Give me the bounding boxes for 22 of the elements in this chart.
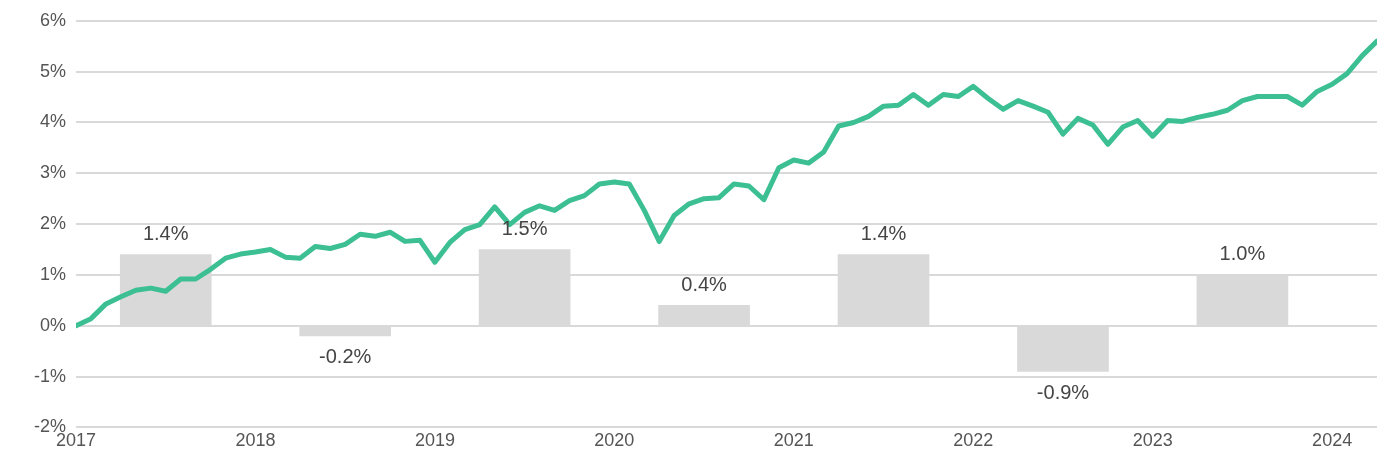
data-label: 1.5% [501, 217, 548, 240]
y-tick-label: 0% [39, 314, 67, 335]
data-label: 1.4% [142, 222, 189, 245]
data-label: 0.4% [681, 272, 728, 295]
x-tick-label: 2019 [414, 430, 455, 451]
x-tick-label: 2021 [773, 430, 814, 451]
data-label: 1.0% [1219, 242, 1266, 265]
y-tick-label: 2% [39, 213, 67, 234]
data-label: -0.9% [1036, 381, 1090, 404]
y-tick-label: -1% [33, 365, 67, 386]
x-tick-label: 2024 [1312, 430, 1353, 451]
y-tick-label: 6% [39, 9, 67, 30]
x-tick-label: 2023 [1132, 430, 1173, 451]
y-tick-label: 4% [39, 111, 67, 132]
y-tick-label: 5% [39, 60, 67, 81]
data-label: 1.4% [860, 222, 907, 245]
data-label: -0.2% [319, 345, 372, 368]
y-tick-label: 1% [39, 263, 67, 284]
x-tick-label: 2020 [594, 430, 635, 451]
x-tick-label: 2022 [953, 430, 994, 451]
x-tick-label: 2018 [235, 430, 276, 451]
y-tick-label: 3% [39, 162, 67, 183]
